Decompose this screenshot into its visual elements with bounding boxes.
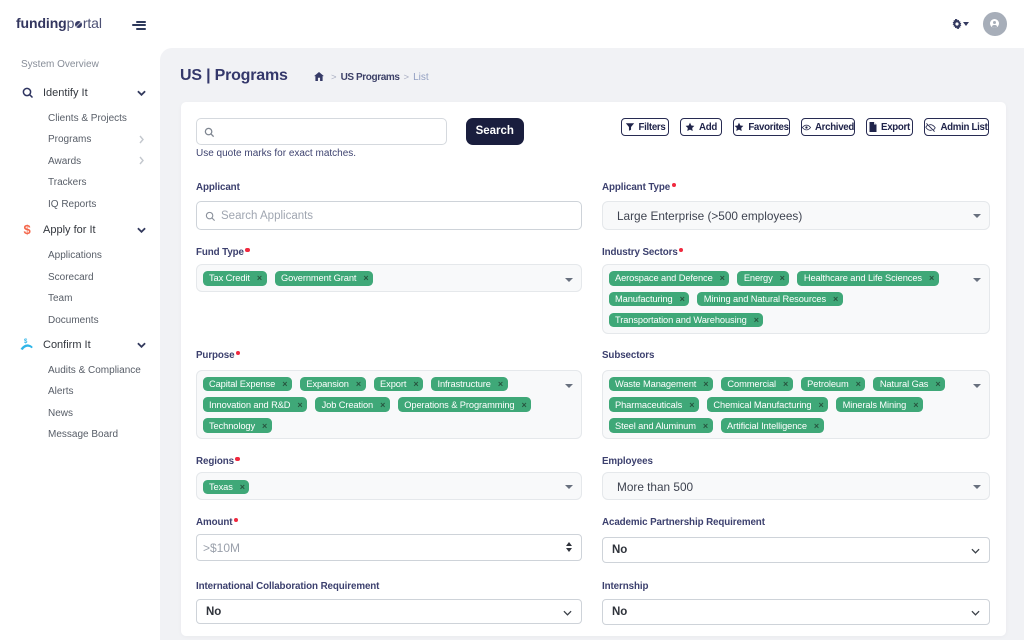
svg-text:$: $ <box>24 339 28 345</box>
